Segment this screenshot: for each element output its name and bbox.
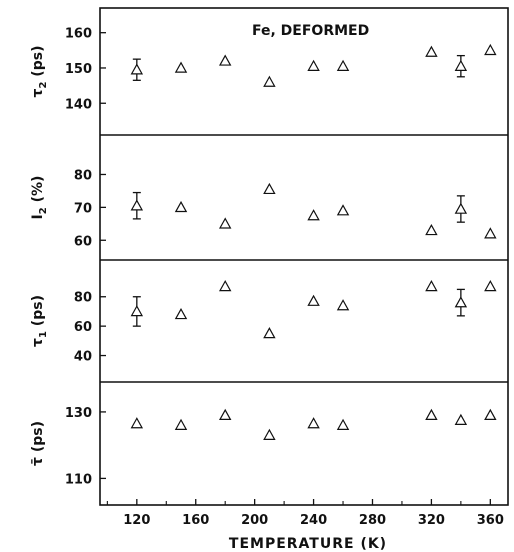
data-point-triangle: [174, 418, 188, 430]
data-point-triangle: [174, 307, 188, 320]
x-tick-label: 240: [300, 513, 327, 528]
data-point-triangle: [425, 408, 438, 421]
data-point-triangle: [263, 327, 276, 339]
y-axis-label: τ1 (ps): [30, 295, 49, 347]
data-point-triangle: [425, 45, 438, 57]
data-point-triangle: [336, 59, 350, 71]
data-point-triangle: [454, 59, 468, 71]
y-tick-label: 130: [65, 406, 92, 421]
data-point-triangle: [454, 202, 468, 214]
y-tick-label: 150: [65, 62, 92, 77]
data-point-triangle: [263, 182, 276, 195]
data-point-triangle: [307, 209, 320, 221]
y-axis-label: I2 (%): [30, 176, 49, 220]
data-point-triangle: [454, 413, 468, 425]
data-point-triangle: [307, 59, 320, 71]
x-axis-label: TEMPERATURE (K): [229, 536, 387, 552]
data-point-triangle: [174, 61, 188, 73]
data-point-triangle: [174, 200, 188, 213]
data-point-triangle: [218, 54, 232, 66]
y-tick-label: 60: [74, 234, 92, 249]
y-tick-label: 110: [65, 472, 92, 487]
x-tick-label: 120: [123, 513, 150, 528]
data-point-triangle: [484, 408, 497, 421]
x-tick-label: 280: [359, 513, 386, 528]
y-tick-label: 80: [74, 168, 92, 183]
data-point-triangle: [130, 417, 144, 429]
chart-panels: 140 150 160 τ2 (ps) 60 70 80 I2 (%) 40 60 80 τ1 (ps…: [30, 27, 497, 487]
chart-annotation: Fe, DEFORMED: [252, 23, 369, 39]
data-point-triangle: [336, 299, 350, 311]
plot-border: [99, 7, 509, 506]
data-point-triangle: [425, 223, 438, 236]
data-point-triangle: [218, 217, 232, 229]
data-point-triangle: [130, 305, 144, 317]
x-tick-label: 360: [477, 513, 504, 528]
panel-2: 60 70 80 I2 (%): [30, 168, 497, 249]
y-tick-label: 70: [74, 201, 92, 216]
data-point-triangle: [336, 418, 350, 430]
data-point-triangle: [263, 428, 276, 440]
data-point-triangle: [484, 280, 497, 292]
x-tick-label: 200: [241, 513, 268, 528]
data-point-triangle: [263, 75, 276, 87]
y-axis-label: τ̄ (ps): [30, 421, 46, 466]
y-axis-label: τ2 (ps): [30, 46, 49, 98]
y-tick-label: 60: [74, 320, 92, 335]
data-point-triangle: [130, 63, 144, 75]
x-tick-label: 160: [182, 513, 209, 528]
data-point-triangle: [130, 199, 144, 211]
data-point-triangle: [218, 280, 232, 292]
plot-frame: 120 160 200 240 280 320 360: [99, 7, 509, 528]
y-tick-label: 80: [74, 291, 92, 306]
x-tick-label: 320: [418, 513, 445, 528]
data-point-triangle: [484, 43, 497, 56]
data-point-triangle: [484, 227, 497, 239]
y-tick-label: 40: [74, 350, 92, 365]
panel-4: 110 130 τ̄ (ps): [30, 406, 497, 487]
y-tick-label: 160: [65, 27, 92, 42]
data-point-triangle: [454, 296, 468, 308]
data-point-triangle: [307, 294, 320, 306]
panel-1: 140 150 160 τ2 (ps): [30, 27, 497, 112]
data-point-triangle: [307, 417, 320, 429]
data-point-triangle: [425, 280, 438, 292]
panel-3: 40 60 80 τ1 (ps): [30, 280, 497, 365]
data-point-triangle: [336, 204, 350, 216]
data-point-triangle: [218, 408, 232, 421]
y-tick-label: 140: [65, 97, 92, 112]
